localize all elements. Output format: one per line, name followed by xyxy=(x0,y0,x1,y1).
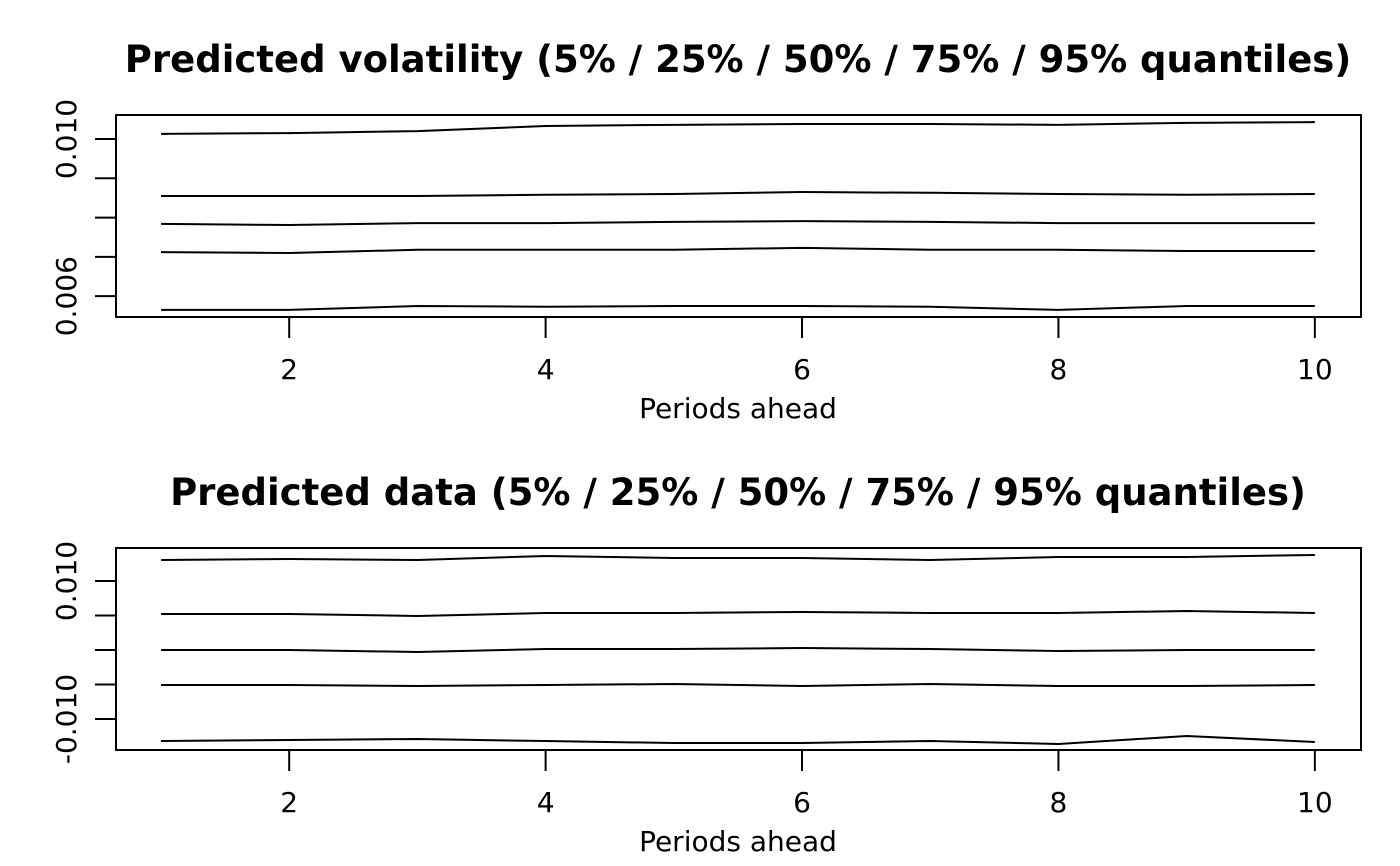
x-tick-label: 4 xyxy=(537,353,555,386)
y-tick-label: 0.006 xyxy=(50,256,83,336)
x-axis-label: Periods ahead xyxy=(639,392,837,425)
x-tick-label: 10 xyxy=(1297,353,1333,386)
x-axis-label: Periods ahead xyxy=(639,825,837,858)
x-tick-label: 2 xyxy=(280,786,298,819)
x-tick-label: 4 xyxy=(537,786,555,819)
series-line xyxy=(160,734,1315,746)
plot-frame xyxy=(115,114,1362,318)
series-line xyxy=(160,246,1315,254)
y-tick-label: -0.010 xyxy=(50,674,83,764)
x-tick-label: 10 xyxy=(1297,786,1333,819)
series-line xyxy=(161,610,1315,617)
y-tick-label: 0.010 xyxy=(50,99,83,179)
chart-title: Predicted volatility (5% / 25% / 50% / 7… xyxy=(125,38,1352,81)
x-tick-label: 8 xyxy=(1050,786,1068,819)
x-tick-label: 6 xyxy=(793,786,811,819)
series-line xyxy=(161,304,1315,311)
series-line xyxy=(161,191,1315,197)
chart-title: Predicted data (5% / 25% / 50% / 75% / 9… xyxy=(170,471,1306,514)
series-line xyxy=(161,646,1315,654)
x-tick-label: 6 xyxy=(793,353,811,386)
x-tick-label: 8 xyxy=(1050,353,1068,386)
y-tick-label: 0.010 xyxy=(50,541,83,621)
plot-frame xyxy=(115,547,1362,751)
series-line xyxy=(160,553,1315,562)
series-line xyxy=(161,683,1315,688)
series-line xyxy=(160,220,1315,227)
x-tick-label: 2 xyxy=(280,353,298,386)
series-line xyxy=(160,121,1315,135)
